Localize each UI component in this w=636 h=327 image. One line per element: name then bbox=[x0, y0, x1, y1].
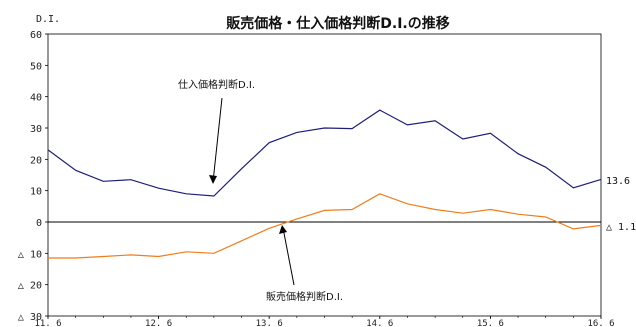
x-tick-label: 13. 6 bbox=[256, 319, 283, 327]
x-tick-label: 15. 6 bbox=[477, 319, 504, 327]
y-tick-label: 20 bbox=[30, 155, 42, 166]
y-tick-label: 0 bbox=[36, 218, 42, 229]
annotation-purchase-arrow bbox=[212, 97, 223, 183]
x-tick-label: 11. 6 bbox=[34, 319, 61, 327]
end-label-purchase: 13.6 bbox=[606, 176, 630, 187]
x-tick-label: 16. 6 bbox=[587, 319, 614, 327]
y-axis-label: D.I. bbox=[36, 14, 60, 25]
y-tick-label: 60 bbox=[30, 30, 42, 41]
series-line-1 bbox=[48, 193, 602, 259]
y-tick-label: 10 bbox=[30, 187, 42, 198]
y-tick-label: △ 20 bbox=[18, 281, 42, 292]
annotation-purchase-arrowhead bbox=[209, 175, 217, 184]
y-tick-label: 40 bbox=[30, 93, 42, 104]
x-tick-label: 14. 6 bbox=[366, 319, 393, 327]
y-tick-label: 30 bbox=[30, 124, 42, 135]
plot-frame bbox=[47, 33, 602, 317]
chart-title: 販売価格・仕入価格判断D.I.の推移 bbox=[226, 15, 449, 32]
end-label-sales: △ 1.1 bbox=[606, 222, 636, 233]
annotation-sales-di: 販売価格判断D.I. bbox=[266, 290, 343, 303]
x-tick-label: 12. 6 bbox=[145, 319, 172, 327]
y-tick-label: 50 bbox=[30, 61, 42, 72]
y-tick-label: △ 30 bbox=[18, 312, 42, 323]
annotation-sales-arrow bbox=[282, 227, 295, 286]
y-tick-label: △ 10 bbox=[18, 249, 42, 260]
annotation-purchase-di: 仕入価格判断D.I. bbox=[178, 78, 255, 91]
series-line-0 bbox=[47, 109, 602, 197]
annotation-sales-arrowhead bbox=[279, 225, 287, 234]
